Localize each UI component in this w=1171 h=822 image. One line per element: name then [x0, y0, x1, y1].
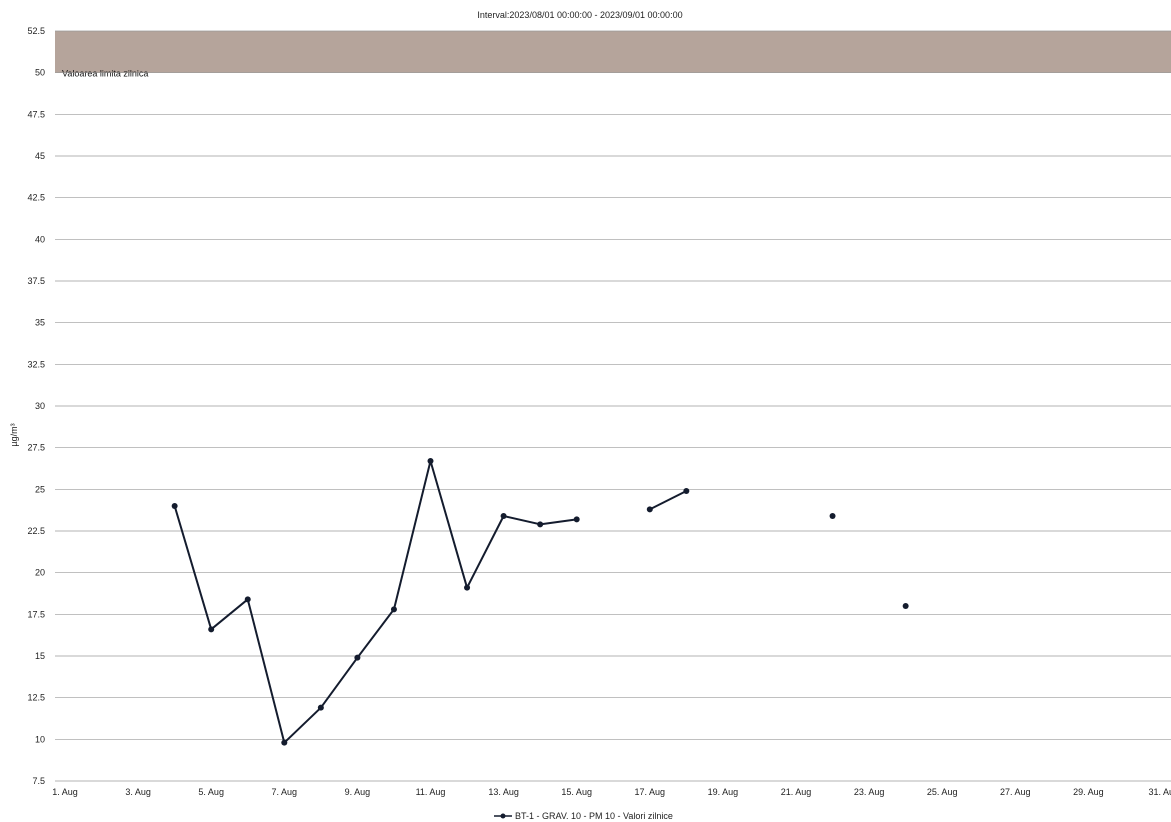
y-tick-label: 32.5 [27, 359, 45, 369]
x-tick-label: 29. Aug [1073, 787, 1104, 797]
data-point [208, 626, 215, 633]
y-tick-label: 7.5 [32, 776, 45, 786]
y-axis-label: µg/m³ [9, 423, 19, 446]
x-tick-label: 17. Aug [635, 787, 666, 797]
limit-band-label: Valoarea limita zilnica [62, 69, 148, 79]
series-layer [171, 458, 909, 746]
x-tick-layer: 1. Aug 3. Aug 5. Aug 7. Aug 9. Aug 11. Aug 13.… [52, 787, 1171, 797]
data-point [354, 654, 361, 661]
x-tick-label: 15. Aug [561, 787, 592, 797]
x-tick-label: 23. Aug [854, 787, 885, 797]
data-point [390, 606, 397, 613]
y-tick-label: 52.5 [27, 26, 45, 36]
data-point [537, 521, 544, 528]
data-point [427, 458, 434, 464]
data-point [683, 488, 690, 494]
y-tick-label: 25 [35, 484, 45, 494]
x-tick-label: 31. Au [1149, 787, 1171, 797]
y-tick-label: 27.5 [27, 443, 45, 453]
data-point [829, 513, 836, 519]
data-point [573, 516, 580, 523]
y-tick-label: 40 [35, 234, 45, 244]
y-tick-label: 45 [35, 151, 45, 161]
legend-point-marker [500, 813, 506, 819]
legend: BT-1 - GRAV. 10 - PM 10 - Valori zilnice [494, 811, 673, 821]
y-tick-label: 47.5 [27, 109, 45, 119]
x-tick-label: 19. Aug [708, 787, 739, 797]
y-tick-label: 30 [35, 401, 45, 411]
data-point [464, 584, 471, 591]
y-tick-label: 12.5 [27, 693, 45, 703]
series-line-segment [173, 460, 577, 744]
data-point [317, 704, 324, 711]
limit-band [55, 31, 1171, 73]
x-tick-label: 13. Aug [488, 787, 519, 797]
y-tick-label: 20 [35, 568, 45, 578]
data-point [281, 739, 288, 746]
x-tick-label: 11. Aug [416, 787, 446, 797]
x-tick-label: 5. Aug [198, 787, 224, 797]
y-tick-label: 42.5 [27, 193, 45, 203]
data-point [902, 603, 909, 609]
x-tick-label: 1. Aug [52, 787, 78, 797]
y-tick-label: 50 [35, 68, 45, 78]
legend-label: BT-1 - GRAV. 10 - PM 10 - Valori zilnice [515, 811, 673, 821]
x-tick-label: 3. Aug [125, 787, 151, 797]
series-line-segment [649, 490, 687, 511]
x-tick-label: 27. Aug [1000, 787, 1031, 797]
limit-band-layer: Valoarea limita zilnica [55, 31, 1171, 79]
x-tick-label: 25. Aug [927, 787, 958, 797]
data-point [500, 513, 507, 519]
y-tick-label: 15 [35, 651, 45, 661]
x-tick-label: 9. Aug [345, 787, 371, 797]
y-tick-label: 37.5 [27, 276, 45, 286]
y-tick-label: 35 [35, 318, 45, 328]
chart-title: Interval:2023/08/01 00:00:00 - 2023/09/0… [477, 10, 682, 20]
data-point [171, 503, 178, 509]
x-tick-label: 21. Aug [781, 787, 812, 797]
data-point [244, 596, 251, 603]
grid-layer [55, 30, 1171, 782]
y-tick-layer: 52.5 50 47.5 45 42.5 40 37.5 35 32.5 30 27.5 25 22.5… [27, 26, 45, 786]
y-tick-label: 22.5 [27, 526, 45, 536]
x-tick-label: 7. Aug [272, 787, 298, 797]
y-tick-label: 10 [35, 734, 45, 744]
y-tick-label: 17.5 [27, 609, 45, 619]
data-point [646, 506, 653, 513]
